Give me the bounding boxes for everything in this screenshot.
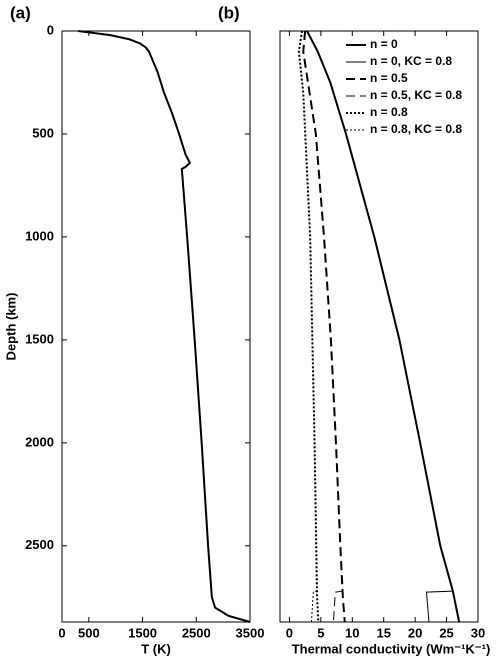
y-tick-label: 2000	[25, 434, 54, 449]
y-tick-label: 1500	[25, 331, 54, 346]
y-axis-label: Depth (km)	[3, 293, 18, 361]
y-tick-label: 500	[32, 125, 54, 140]
panel-title: (a)	[10, 3, 31, 22]
x-tick-label: 3500	[236, 625, 265, 640]
x-tick-label: 2500	[182, 625, 211, 640]
x-tick-label: 5	[317, 625, 324, 640]
y-tick-label: 2500	[25, 537, 54, 552]
x-tick-label: 15	[376, 625, 390, 640]
data-line	[302, 30, 346, 623]
legend-label: n = 0	[370, 37, 398, 51]
x-tick-label: 20	[408, 625, 422, 640]
x-tick-label: 0	[58, 625, 65, 640]
data-line	[297, 30, 320, 623]
x-tick-label: 0	[286, 625, 293, 640]
legend-label: n = 0.5	[370, 71, 408, 85]
panel-title: (b)	[218, 3, 240, 22]
x-tick-label: 25	[439, 625, 453, 640]
legend-label: n = 0, KC = 0.8	[370, 54, 452, 68]
data-line	[298, 30, 317, 623]
x-tick-label: 500	[78, 625, 100, 640]
x-tick-label: 30	[471, 625, 485, 640]
y-tick-label: 0	[47, 22, 54, 37]
x-axis-label: Thermal conductivity (Wm⁻¹K⁻¹)	[292, 641, 491, 656]
x-axis-label: T (K)	[141, 641, 171, 656]
x-tick-label: 10	[345, 625, 359, 640]
x-tick-label: 1500	[128, 625, 157, 640]
legend-label: n = 0.5, KC = 0.8	[370, 88, 462, 102]
legend-label: n = 0.8	[370, 105, 408, 119]
legend-label: n = 0.8, KC = 0.8	[370, 122, 462, 136]
y-tick-label: 1000	[25, 228, 54, 243]
data-line	[77, 30, 251, 623]
plot-frame	[61, 30, 251, 623]
plot-frame	[279, 30, 479, 623]
data-line	[306, 30, 454, 623]
data-line	[302, 30, 343, 623]
